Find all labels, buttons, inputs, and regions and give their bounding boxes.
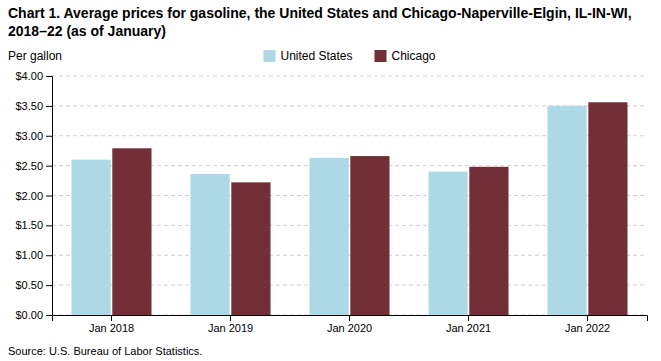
x-tick: Jan 2021 <box>446 315 491 334</box>
y-tick: $4.00 <box>15 70 52 82</box>
bar-series <box>71 106 586 315</box>
x-tick-mark <box>468 315 469 321</box>
y-tick: $3.00 <box>15 130 52 142</box>
y-tick-label: $4.00 <box>15 70 43 82</box>
x-tick-mark <box>111 315 112 321</box>
chart-container: Chart 1. Average prices for gasoline, th… <box>0 0 661 361</box>
bars <box>71 102 627 315</box>
y-tick-label: $2.50 <box>15 160 43 172</box>
x-tick-label: Jan 2021 <box>446 322 491 334</box>
y-tick-mark <box>46 196 52 197</box>
y-tick: $0.00 <box>15 309 52 321</box>
x-tick-mark <box>349 315 350 321</box>
y-axis-line <box>46 77 53 316</box>
y-tick-label: $0.50 <box>15 279 43 291</box>
y-tick: $2.50 <box>15 160 52 172</box>
legend-swatch <box>375 50 387 62</box>
source: Source: U.S. Bureau of Labor Statistics. <box>8 345 202 357</box>
legend-item: United States <box>263 49 352 63</box>
legend-label: United States <box>280 49 352 63</box>
y-axis-label: Per gallon <box>8 49 62 63</box>
y-tick-label: $2.00 <box>15 190 43 202</box>
bar-series <box>112 102 627 315</box>
x-axis-line <box>53 316 648 322</box>
bar <box>469 167 508 315</box>
y-tick: $0.50 <box>15 279 52 291</box>
bar <box>112 148 151 315</box>
y-tick-mark <box>46 136 52 137</box>
title-line: 2018–22 (as of January) <box>8 23 166 39</box>
x-tick-label: Jan 2022 <box>565 322 610 334</box>
y-tick: $3.50 <box>15 100 52 112</box>
y-tick-mark <box>46 315 52 316</box>
bar <box>71 160 110 315</box>
title-line: Chart 1. Average prices for gasoline, th… <box>8 5 632 21</box>
y-tick-mark <box>46 285 52 286</box>
x-tick-mark <box>587 315 588 321</box>
legend-label: Chicago <box>392 49 436 63</box>
x-tick-mark <box>230 315 231 321</box>
y-tick: $1.00 <box>15 249 52 261</box>
y-tick-label: $1.00 <box>15 249 43 261</box>
y-tick-label: $3.50 <box>15 100 43 112</box>
bar <box>309 158 348 315</box>
title: Chart 1. Average prices for gasoline, th… <box>8 5 632 39</box>
x-tick: Jan 2018 <box>89 315 134 334</box>
x-tick-label: Jan 2019 <box>208 322 253 334</box>
y-tick-label: $0.00 <box>15 309 43 321</box>
y-tick-label: $3.00 <box>15 130 43 142</box>
legend: United States Chicago <box>263 49 435 63</box>
chart-svg: Chart 1. Average prices for gasoline, th… <box>0 0 661 361</box>
bar <box>190 174 229 315</box>
y-tick: $1.50 <box>15 219 52 231</box>
x-tick: Jan 2022 <box>565 315 610 334</box>
y-tick: $2.00 <box>15 190 52 202</box>
grid-line <box>52 76 647 77</box>
x-tick: Jan 2019 <box>208 315 253 334</box>
bar <box>350 156 389 315</box>
y-tick-mark <box>46 76 52 77</box>
bar <box>547 106 586 315</box>
grid <box>52 76 647 315</box>
x-tick-label: Jan 2020 <box>327 322 372 334</box>
bar <box>428 172 467 315</box>
bar <box>231 182 270 315</box>
y-tick-label: $1.50 <box>15 219 43 231</box>
y-tick-mark <box>46 255 52 256</box>
bar <box>588 102 627 315</box>
y-tick-mark <box>46 106 52 107</box>
x-tick: Jan 2020 <box>327 315 372 334</box>
legend-swatch <box>263 50 275 62</box>
x-axis: Jan 2018 Jan 2019 Jan 2020 Jan 2021 Jan 2022 <box>53 315 648 334</box>
legend-item: Chicago <box>375 49 436 63</box>
y-axis: $0.00 $0.50 $1.00 $1.50 $2.00 $2.50 $3.00 $3.50… <box>15 70 52 321</box>
y-tick-mark <box>46 225 52 226</box>
x-tick-label: Jan 2018 <box>89 322 134 334</box>
y-tick-mark <box>46 166 52 167</box>
